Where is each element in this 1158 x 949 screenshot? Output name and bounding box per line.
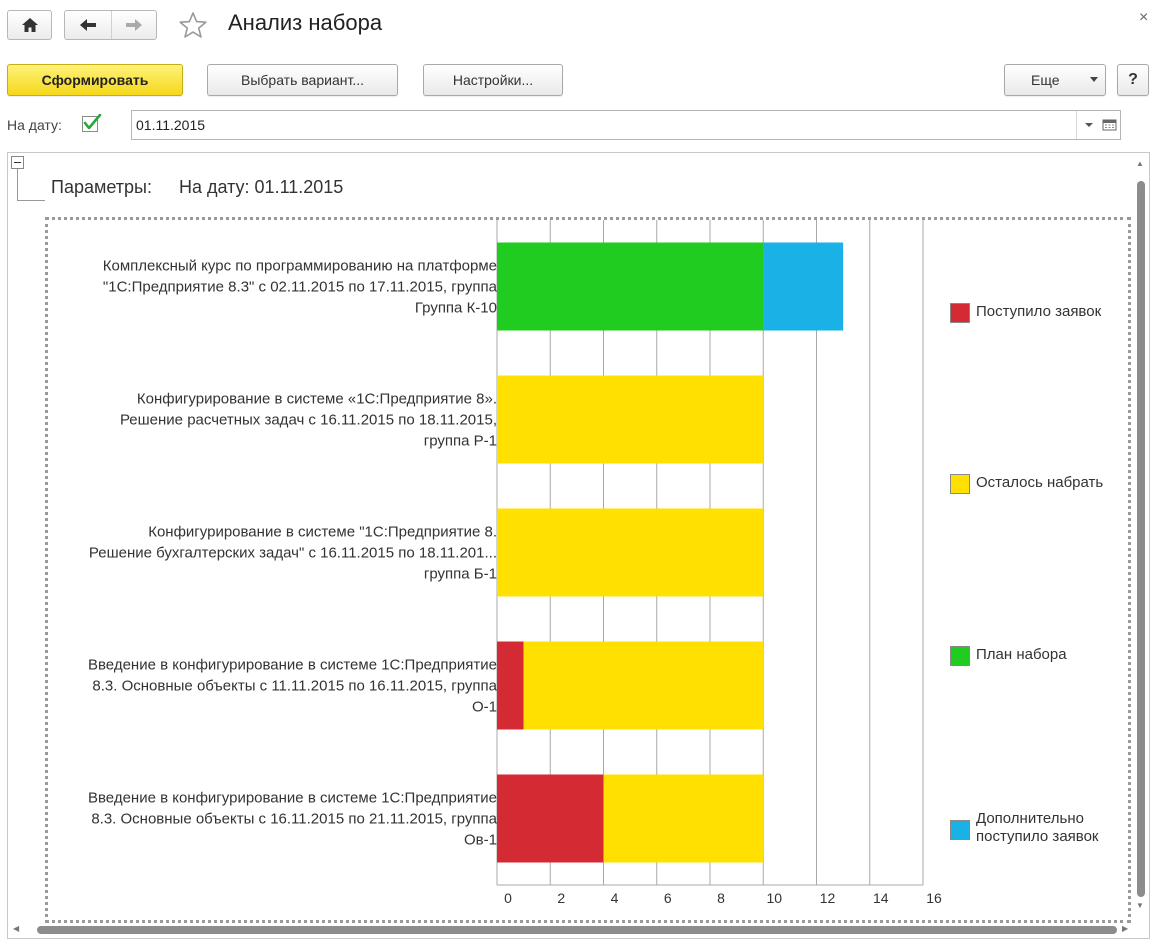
bar-segment bbox=[497, 242, 764, 331]
report-spreadsheet: Параметры: На дату: 01.11.2015 0 2 4 6 8 10 12… bbox=[7, 152, 1150, 939]
x-tick-label: 16 bbox=[926, 890, 942, 906]
close-icon[interactable]: × bbox=[1139, 9, 1149, 26]
scroll-down-icon[interactable]: ▼ bbox=[1136, 901, 1144, 910]
date-label: На дату: bbox=[7, 117, 62, 133]
bar-segment bbox=[603, 774, 764, 863]
category-label: Решение расчетных задач с 16.11.2015 по … bbox=[120, 412, 497, 429]
scroll-up-icon[interactable]: ▲ bbox=[1136, 159, 1144, 168]
forward-button[interactable] bbox=[110, 11, 157, 39]
date-dropdown-button[interactable] bbox=[1076, 111, 1100, 139]
legend-swatch bbox=[950, 646, 970, 666]
category-label: Введение в конфигурирование в системе 1С… bbox=[88, 657, 497, 674]
category-label: 8.3. Основные объекты с 11.11.2015 по 16… bbox=[92, 678, 497, 695]
date-checkbox[interactable] bbox=[82, 114, 102, 134]
bar-segment bbox=[497, 508, 764, 597]
bar-segment bbox=[763, 242, 844, 331]
legend-label: План набора bbox=[976, 646, 1067, 663]
calendar-button[interactable] bbox=[1099, 111, 1120, 139]
category-label: Конфигурирование в системе "1С:Предприят… bbox=[148, 524, 497, 541]
category-label: Решение бухгалтерских задач" с 16.11.201… bbox=[89, 545, 497, 562]
arrow-right-icon bbox=[125, 19, 142, 31]
horizontal-scroll-thumb[interactable] bbox=[37, 926, 1117, 934]
legend-swatch bbox=[950, 820, 970, 840]
group-line bbox=[17, 200, 45, 201]
select-variant-button[interactable]: Выбрать вариант... bbox=[207, 64, 398, 96]
bar-chart: 0 2 4 6 8 10 12 14 16 Комплексный курс по програм… bbox=[88, 220, 942, 906]
legend-swatch bbox=[950, 303, 970, 323]
legend-label: Осталось набрать bbox=[976, 474, 1104, 491]
date-field[interactable]: 01.11.2015 bbox=[131, 110, 1121, 140]
more-label: Еще bbox=[1031, 72, 1060, 88]
category-label: Группа К-10 bbox=[415, 300, 497, 317]
category-label: О-1 bbox=[472, 699, 497, 716]
more-menu-button[interactable]: Еще bbox=[1004, 64, 1106, 96]
legend-label: Дополнительно поступило заявок bbox=[976, 810, 1099, 845]
category-label: Введение в конфигурирование в системе 1С… bbox=[88, 790, 497, 807]
horizontal-scrollbar[interactable]: ◀ ▶ bbox=[8, 921, 1149, 938]
parameters-label: Параметры: bbox=[51, 177, 152, 197]
chevron-down-icon bbox=[1085, 123, 1093, 127]
bar-segment bbox=[497, 641, 524, 730]
back-button[interactable] bbox=[65, 11, 111, 39]
x-tick-label: 6 bbox=[664, 890, 672, 906]
x-tick-label: 2 bbox=[557, 890, 565, 906]
check-icon bbox=[83, 114, 102, 130]
category-label: Конфигурирование в системе «1С:Предприят… bbox=[137, 391, 497, 408]
vertical-scrollbar[interactable]: ▲ ▼ bbox=[1133, 153, 1149, 915]
star-icon[interactable] bbox=[178, 11, 208, 39]
category-label: группа Б-1 bbox=[424, 566, 497, 583]
category-label: "1С:Предприятие 8.3" с 02.11.2015 по 17.… bbox=[103, 279, 498, 296]
page-title: Анализ набора bbox=[228, 10, 383, 35]
vertical-scroll-thumb[interactable] bbox=[1137, 181, 1145, 897]
category-label: Комплексный курс по программированию на … bbox=[103, 258, 497, 275]
chevron-down-icon bbox=[1090, 77, 1098, 82]
bar-segment bbox=[497, 774, 604, 863]
scroll-left-icon[interactable]: ◀ bbox=[13, 924, 20, 933]
x-tick-label: 14 bbox=[873, 890, 889, 906]
legend-swatch bbox=[950, 474, 970, 494]
group-line bbox=[17, 169, 18, 201]
date-value: 01.11.2015 bbox=[136, 117, 206, 133]
bar-segment bbox=[497, 375, 764, 464]
x-tick-label: 8 bbox=[717, 890, 725, 906]
chart-frame: 0 2 4 6 8 10 12 14 16 Комплексный курс по програм… bbox=[45, 217, 1131, 923]
history-navigation bbox=[64, 10, 157, 40]
category-label: Ов-1 bbox=[464, 832, 497, 849]
settings-button[interactable]: Настройки... bbox=[423, 64, 563, 96]
arrow-left-icon bbox=[79, 19, 96, 31]
x-tick-label: 4 bbox=[611, 890, 619, 906]
collapse-group-toggle[interactable] bbox=[11, 156, 24, 169]
generate-button[interactable]: Сформировать bbox=[7, 64, 183, 96]
category-label: 8.3. Основные объекты с 16.11.2015 по 21… bbox=[91, 811, 497, 828]
calendar-icon bbox=[1102, 119, 1117, 131]
help-button[interactable]: ? bbox=[1117, 64, 1149, 96]
scroll-right-icon[interactable]: ▶ bbox=[1122, 924, 1129, 933]
x-tick-label: 10 bbox=[766, 890, 782, 906]
report-parameters: Параметры: На дату: 01.11.2015 bbox=[51, 177, 343, 198]
home-button[interactable] bbox=[7, 10, 52, 40]
home-icon bbox=[21, 18, 38, 32]
x-tick-label: 0 bbox=[504, 890, 512, 906]
legend-label: Поступило заявок bbox=[976, 303, 1102, 320]
x-tick-label: 12 bbox=[820, 890, 836, 906]
parameters-value: На дату: 01.11.2015 bbox=[178, 177, 344, 197]
bar-segment bbox=[523, 641, 764, 730]
title-bar: Анализ набора × bbox=[0, 0, 1158, 50]
category-label: группа Р-1 bbox=[424, 433, 497, 450]
